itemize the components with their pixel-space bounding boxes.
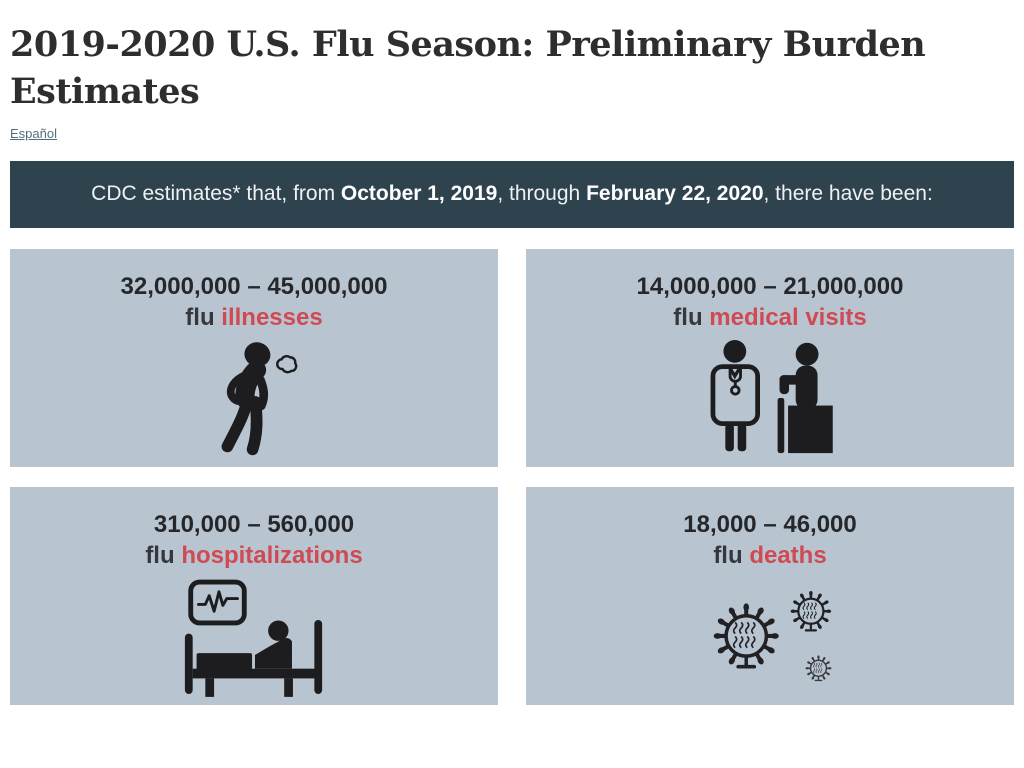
estimate-label: flu deaths [526, 540, 1014, 571]
banner-text-middle: , through [497, 182, 587, 206]
estimate-category: deaths [749, 541, 827, 569]
stat-card-medical-visits: 14,000,000 – 21,000,000 flu medical visi… [526, 248, 1014, 467]
estimate-category: medical visits [709, 303, 867, 331]
estimate-category: hospitalizations [181, 541, 363, 569]
sick-person-icon [10, 339, 498, 461]
estimate-label: flu medical visits [526, 302, 1014, 333]
estimate-label-prefix: flu [145, 541, 175, 569]
estimate-range: 14,000,000 – 21,000,000 [636, 272, 904, 300]
estimate-banner: CDC estimates* that, from October 1, 201… [10, 161, 1014, 228]
banner-text-prefix: CDC estimates* that, from [91, 182, 341, 206]
estimate-label-prefix: flu [185, 303, 215, 331]
page-title: 2019-2020 U.S. Flu Season: Preliminary B… [10, 24, 926, 112]
estimate-category: illnesses [221, 303, 323, 331]
estimate-range: 18,000 – 46,000 [683, 510, 857, 538]
stat-card-hospitalizations: 310,000 – 560,000 flu hospitalizations [10, 486, 498, 705]
espanol-link[interactable]: Español [10, 126, 57, 142]
estimate-range: 32,000,000 – 45,000,000 [120, 272, 388, 300]
banner-date-end: February 22, 2020 [586, 182, 764, 206]
estimate-label: flu illnesses [10, 302, 498, 333]
estimate-range: 310,000 – 560,000 [153, 510, 355, 538]
hospital-bed-icon [10, 577, 498, 700]
cdc-flu-burden-page: 2019-2020 U.S. Flu Season: Preliminary B… [10, 24, 1014, 705]
stat-card-deaths: 18,000 – 46,000 flu deaths [526, 486, 1014, 705]
estimate-label-prefix: flu [713, 541, 743, 569]
banner-date-start: October 1, 2019 [340, 182, 498, 206]
doctor-patient-icon [526, 339, 1014, 455]
banner-text-suffix: , there have been: [763, 182, 933, 206]
stat-cards-grid: 32,000,000 – 45,000,000 flu illnesses [10, 248, 1014, 705]
estimate-label-prefix: flu [673, 303, 703, 331]
stat-card-illnesses: 32,000,000 – 45,000,000 flu illnesses [10, 248, 498, 467]
estimate-label: flu hospitalizations [10, 540, 498, 571]
flu-virus-icon [526, 577, 1014, 693]
